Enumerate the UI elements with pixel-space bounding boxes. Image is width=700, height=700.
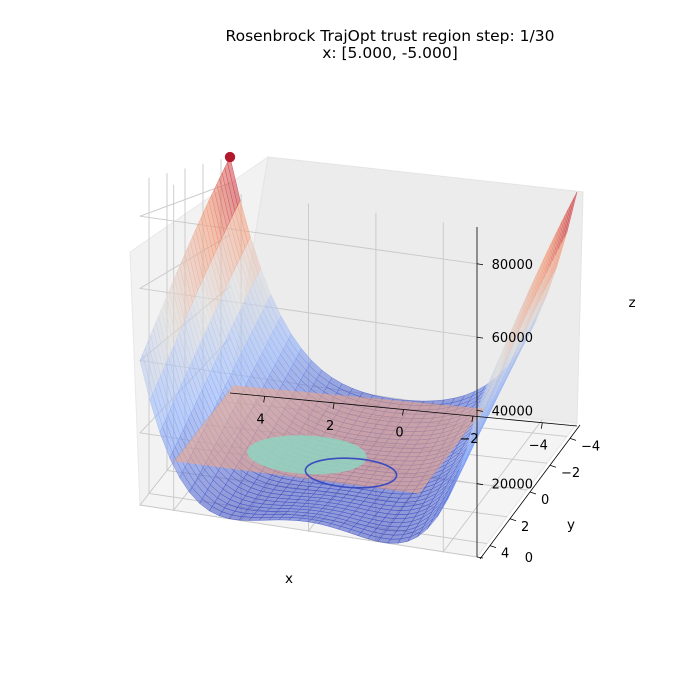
current-point-marker bbox=[224, 151, 236, 163]
z-tick-label: 60000 bbox=[492, 331, 533, 346]
chart-title-line1: Rosenbrock TrajOpt trust region step: 1/… bbox=[226, 27, 555, 45]
z-tick-label: 40000 bbox=[492, 404, 533, 419]
x-tick-mark bbox=[263, 396, 266, 403]
y-tick-label: 4 bbox=[501, 547, 509, 562]
x-axis-label: x bbox=[285, 571, 293, 587]
y-tick-mark bbox=[489, 545, 497, 548]
z-grid-line bbox=[139, 182, 478, 265]
z-tick-mark bbox=[476, 409, 484, 412]
x-tick-label: 0 bbox=[395, 426, 403, 441]
trust-region-circle bbox=[304, 457, 398, 489]
z-tick-mark bbox=[476, 336, 484, 339]
x-tick-mark bbox=[540, 422, 543, 429]
y-tick-mark bbox=[509, 518, 517, 522]
y-tick-mark bbox=[529, 491, 537, 495]
x-tick-label: 2 bbox=[326, 419, 334, 434]
x-tick-label: 4 bbox=[257, 412, 265, 427]
axis-lines bbox=[229, 227, 581, 560]
y-tick-label: −4 bbox=[581, 439, 600, 454]
y-tick-label: 0 bbox=[541, 493, 549, 508]
y-tick-mark bbox=[569, 438, 577, 441]
y-tick-label: 2 bbox=[521, 520, 529, 535]
z-tick-label: 80000 bbox=[492, 258, 533, 273]
chart-title-line2: x: [5.000, -5.000] bbox=[322, 44, 458, 62]
trust-region-overlays bbox=[174, 151, 484, 494]
y-tick-mark bbox=[549, 464, 557, 468]
z-tick-mark bbox=[476, 483, 484, 486]
z-tick-label: 20000 bbox=[492, 478, 533, 493]
z-tick-mark bbox=[476, 556, 484, 559]
z-tick-label: 0 bbox=[525, 551, 533, 566]
surface-cell bbox=[139, 353, 153, 401]
y-tick-label: −2 bbox=[561, 466, 580, 481]
y-axis-label: y bbox=[567, 517, 575, 533]
x-tick-mark bbox=[332, 402, 335, 409]
step-patch bbox=[247, 435, 367, 475]
x-tick-mark bbox=[402, 409, 404, 416]
z-tick-mark bbox=[476, 263, 484, 266]
x-tick-mark bbox=[471, 416, 474, 423]
x-tick-label: −4 bbox=[529, 439, 548, 454]
z-axis-label: z bbox=[628, 295, 635, 311]
x-tick-label: −2 bbox=[459, 432, 478, 447]
